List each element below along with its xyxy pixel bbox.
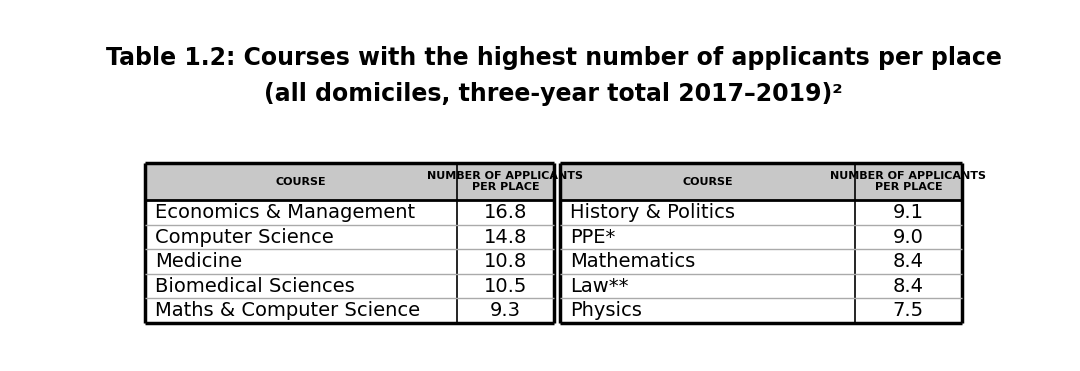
Bar xyxy=(561,274,962,299)
Text: NUMBER OF APPLICANTS
PER PLACE: NUMBER OF APPLICANTS PER PLACE xyxy=(428,171,583,193)
Text: 10.5: 10.5 xyxy=(484,277,527,296)
Bar xyxy=(561,225,962,249)
Text: 9.3: 9.3 xyxy=(490,301,521,320)
Text: Law**: Law** xyxy=(570,277,629,296)
Text: Computer Science: Computer Science xyxy=(156,227,334,247)
Text: Economics & Management: Economics & Management xyxy=(156,203,415,222)
Text: PPE*: PPE* xyxy=(570,227,616,247)
Bar xyxy=(561,249,962,274)
Bar xyxy=(145,249,554,274)
Text: COURSE: COURSE xyxy=(275,177,326,187)
Text: 9.0: 9.0 xyxy=(893,227,923,247)
Text: 9.1: 9.1 xyxy=(893,203,923,222)
Text: Maths & Computer Science: Maths & Computer Science xyxy=(156,301,420,320)
Text: 16.8: 16.8 xyxy=(484,203,527,222)
Bar xyxy=(561,299,962,323)
Text: (all domiciles, three-year total 2017–2019)²: (all domiciles, three-year total 2017–20… xyxy=(265,82,842,106)
Text: Physics: Physics xyxy=(570,301,643,320)
Text: 8.4: 8.4 xyxy=(893,252,923,271)
Bar xyxy=(145,163,554,200)
Bar xyxy=(145,274,554,299)
Text: Medicine: Medicine xyxy=(156,252,242,271)
Bar xyxy=(145,200,554,225)
Text: NUMBER OF APPLICANTS
PER PLACE: NUMBER OF APPLICANTS PER PLACE xyxy=(831,171,986,193)
Bar xyxy=(561,200,962,225)
Text: 14.8: 14.8 xyxy=(484,227,527,247)
Text: COURSE: COURSE xyxy=(683,177,733,187)
Text: History & Politics: History & Politics xyxy=(570,203,735,222)
Text: Biomedical Sciences: Biomedical Sciences xyxy=(156,277,355,296)
Text: 8.4: 8.4 xyxy=(893,277,923,296)
Bar xyxy=(145,225,554,249)
Bar xyxy=(145,299,554,323)
Text: 7.5: 7.5 xyxy=(893,301,924,320)
Text: Mathematics: Mathematics xyxy=(570,252,696,271)
Text: Table 1.2: Courses with the highest number of applicants per place: Table 1.2: Courses with the highest numb… xyxy=(106,46,1001,70)
Text: 10.8: 10.8 xyxy=(484,252,527,271)
Bar xyxy=(561,163,962,200)
